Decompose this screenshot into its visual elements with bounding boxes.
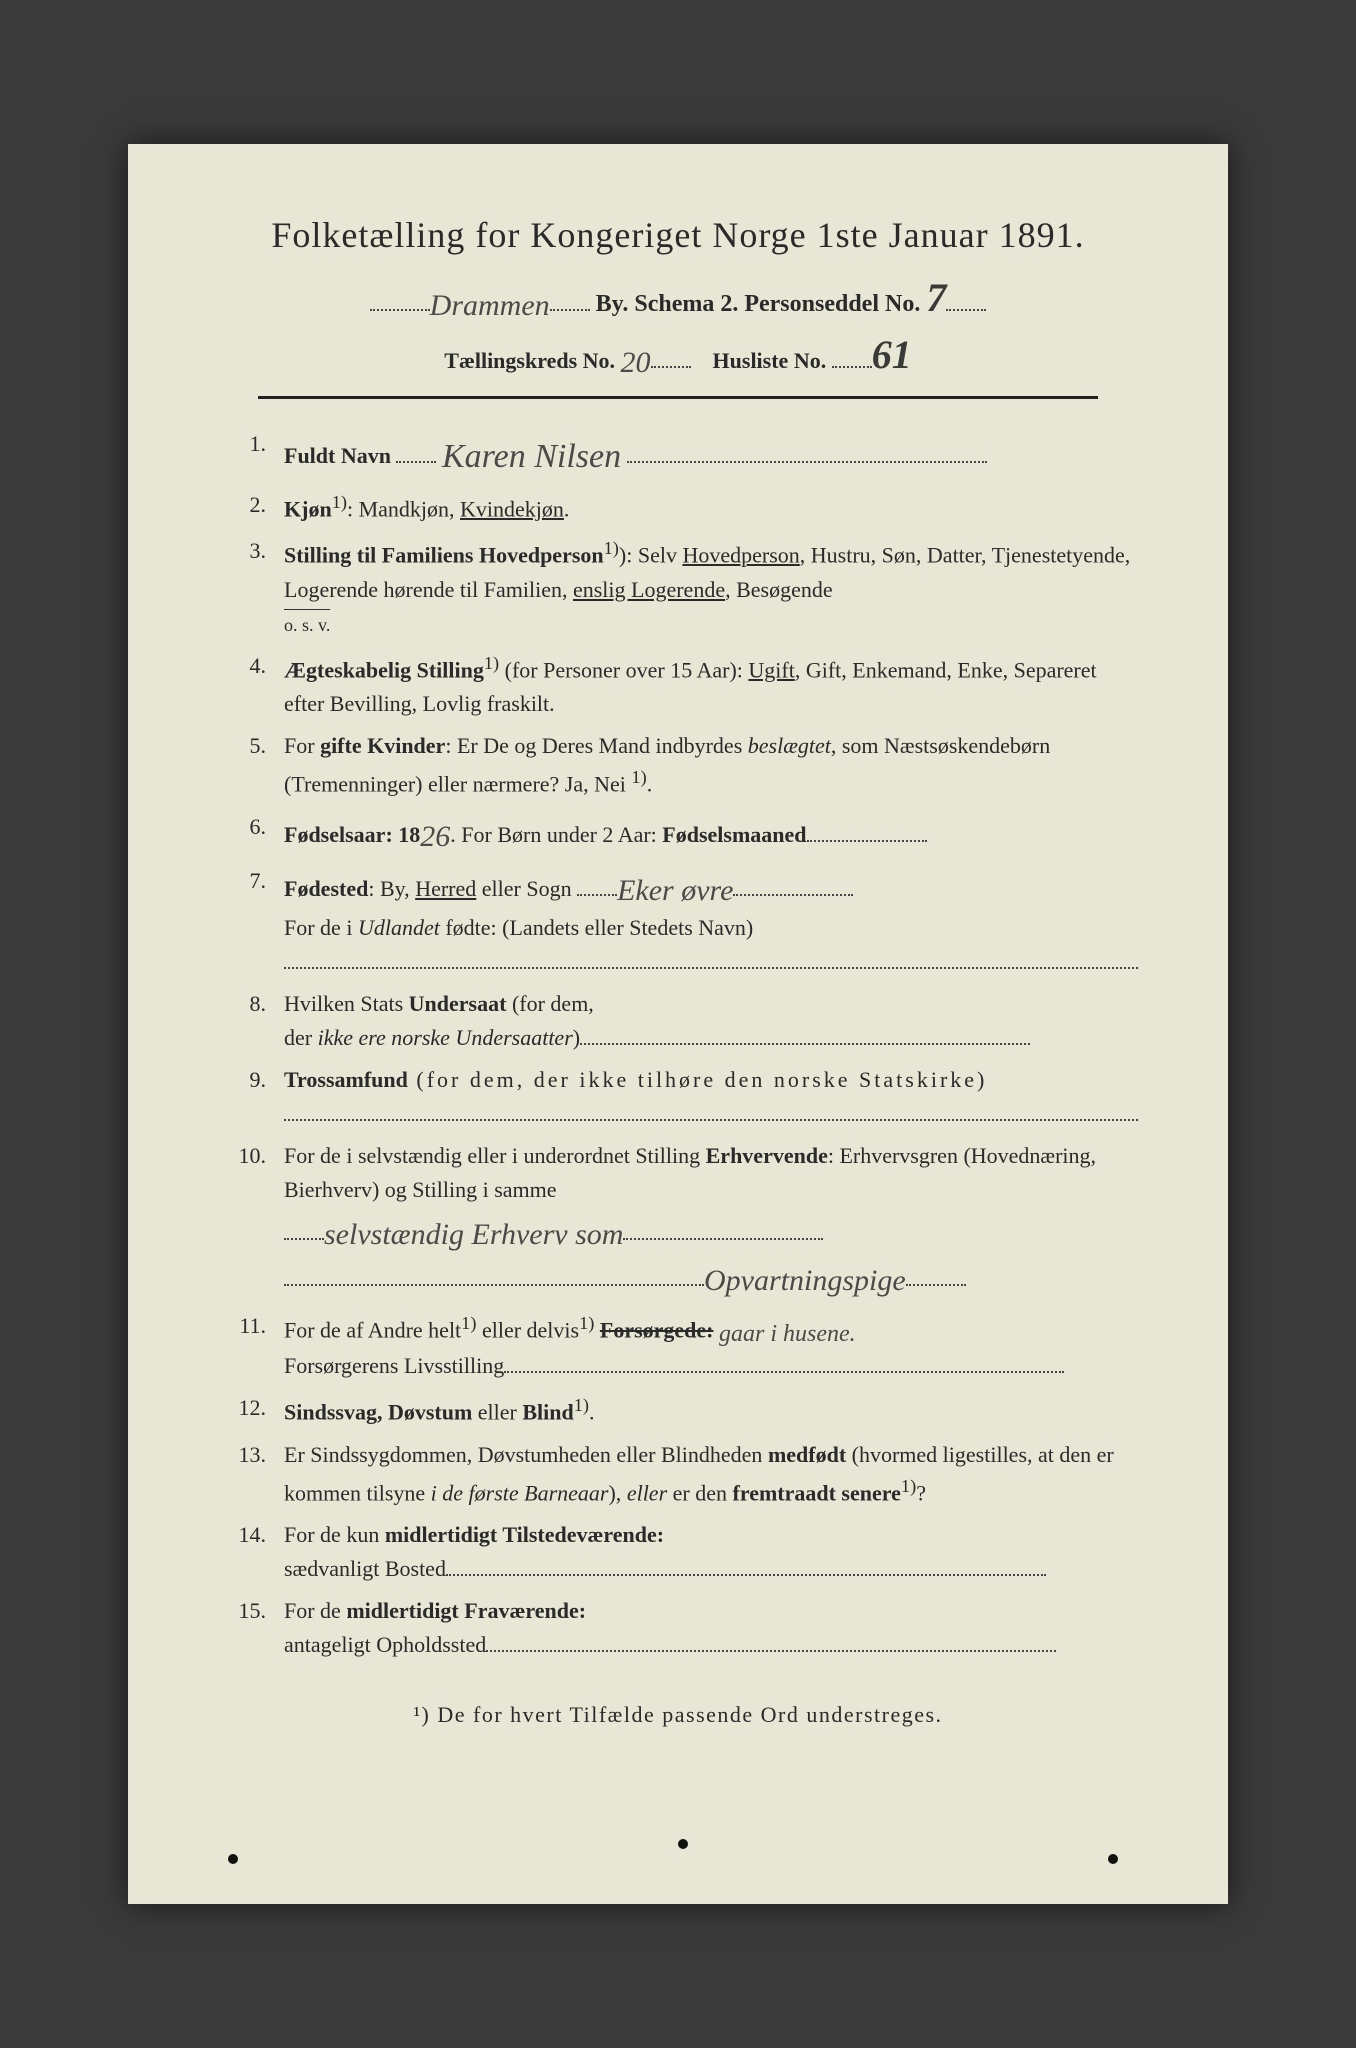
question-15: 15. For de midlertidigt Fraværende: anta…: [218, 1594, 1138, 1662]
q2-selected: Kvindekjøn: [460, 496, 564, 521]
question-8: 8. Hvilken Stats Undersaat (for dem, der…: [218, 987, 1138, 1055]
question-7: 7. Fødested: By, Herred eller Sogn Eker …: [218, 864, 1138, 979]
header-line2: Tællingskreds No. 20 Husliste No. 61: [218, 331, 1138, 378]
q4-selected: Ugift: [748, 657, 794, 682]
ink-blot: [1108, 1854, 1118, 1864]
q11-hand: gaar i husene.: [719, 1316, 856, 1353]
question-14: 14. For de kun midlertidigt Tilstedevære…: [218, 1518, 1138, 1586]
question-13: 13. Er Sindssygdommen, Døvstumheden elle…: [218, 1438, 1138, 1511]
divider: [258, 396, 1098, 399]
q7-selected: Herred: [415, 876, 476, 901]
question-10: 10. For de i selvstændig eller i underor…: [218, 1139, 1138, 1300]
kreds-no: 20: [621, 346, 651, 380]
question-3: 3. Stilling til Familiens Hovedperson1))…: [218, 534, 1138, 641]
person-no: 7: [926, 275, 946, 320]
question-4: 4. Ægteskabelig Stilling1) (for Personer…: [218, 649, 1138, 722]
question-12: 12. Sindssvag, Døvstum eller Blind1).: [218, 1391, 1138, 1429]
form-title: Folketælling for Kongeriget Norge 1ste J…: [218, 214, 1138, 256]
question-5: 5. For gifte Kvinder: Er De og Deres Man…: [218, 729, 1138, 802]
question-11: 11. For de af Andre helt1) eller delvis1…: [218, 1309, 1138, 1384]
husliste-no: 61: [872, 332, 912, 377]
footnote: ¹) De for hvert Tilfælde passende Ord un…: [218, 1702, 1138, 1728]
q10-hand2: Opvartningspige: [704, 1258, 906, 1305]
q3-sel2: enslig Logerende: [573, 577, 725, 602]
ink-blot: [228, 1854, 238, 1864]
question-1: 1. Fuldt Navn Karen Nilsen: [218, 427, 1138, 480]
q1-value: Karen Nilsen: [442, 431, 621, 484]
q1-label: Fuldt Navn: [284, 443, 391, 468]
kreds-label: Tællingskreds No.: [444, 348, 615, 373]
question-9: 9. Trossamfund (for dem, der ikke tilhør…: [218, 1063, 1138, 1131]
q6-year: 26: [420, 814, 450, 861]
census-form: Folketælling for Kongeriget Norge 1ste J…: [128, 144, 1228, 1904]
question-2: 2. Kjøn1): Mandkjøn, Kvindekjøn.: [218, 488, 1138, 526]
header-line1: Drammen By. Schema 2. Personseddel No. 7: [218, 274, 1138, 321]
q10-hand1: selvstændig Erhverv som: [324, 1212, 623, 1259]
ink-blot: [678, 1839, 688, 1849]
city-handwritten: Drammen: [430, 289, 550, 323]
q7-value: Eker øvre: [617, 868, 733, 915]
schema-label: By. Schema 2. Personseddel No.: [596, 291, 921, 317]
q3-sel1: Hovedperson: [682, 542, 799, 567]
question-6: 6. Fødselsaar: 1826. For Børn under 2 Aa…: [218, 810, 1138, 857]
husliste-label: Husliste No.: [713, 348, 827, 373]
